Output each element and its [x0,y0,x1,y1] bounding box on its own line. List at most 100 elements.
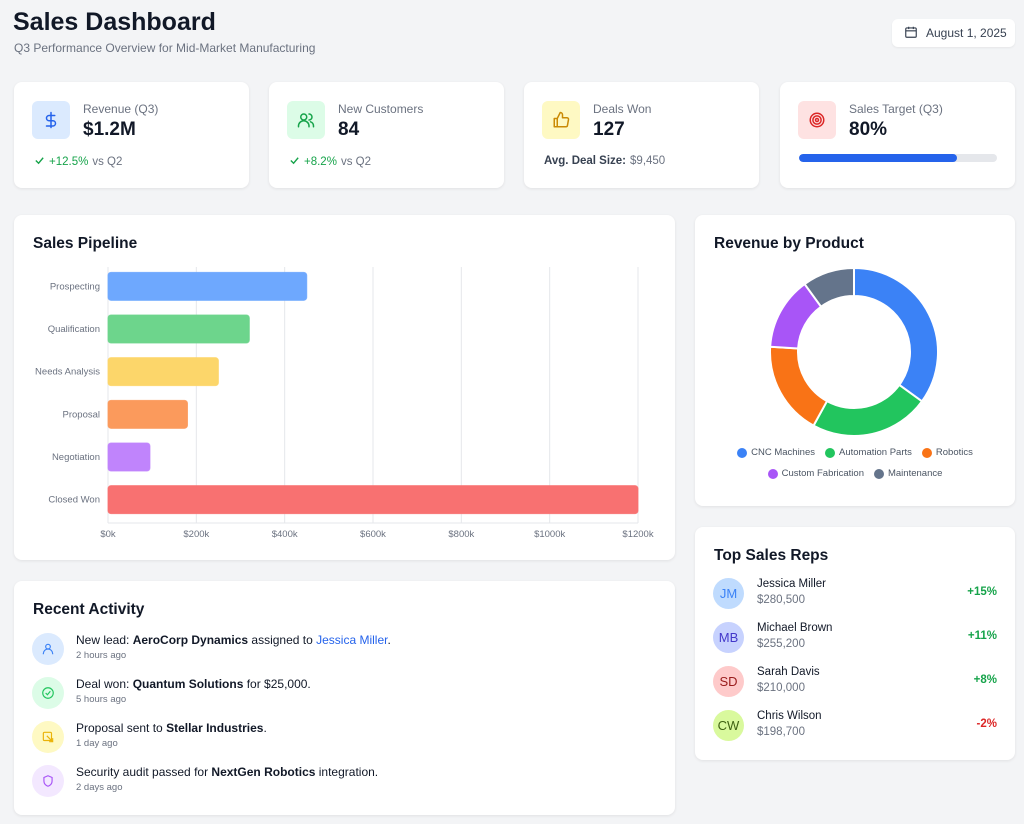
recent-activity-title: Recent Activity [33,601,145,618]
kpi-label: Sales Target (Q3) [849,102,943,116]
kpi-value: $1.2M [83,119,136,140]
date-picker-button[interactable]: August 1, 2025 [892,19,1015,47]
rep-name: Michael Brown [757,622,833,634]
sales-pipeline-title: Sales Pipeline [33,235,138,252]
activity-time: 2 days ago [76,782,123,793]
recent-activity-card: Recent Activity New lead: AeroCorp Dynam… [14,581,675,815]
rep-amount: $210,000 [757,682,805,694]
kpi-label: New Customers [338,102,424,116]
avg-deal-size-value: $9,450 [630,155,666,167]
rep-amount: $198,700 [757,726,805,738]
legend-swatch [737,447,748,458]
avg-deal-size: Avg. Deal Size: $9,450 [544,155,665,167]
rep-link[interactable]: Jessica Miller [316,633,388,647]
kpi-change-value: +8.2% [304,156,337,168]
bar-prospecting[interactable] [107,271,308,301]
legend-item: CNC Machines [737,447,815,458]
x-tick-label: $1000k [534,529,565,540]
kpi-card-new-customers: New Customers 84 +8.2% vs Q2 [269,82,504,188]
rep-amount: $280,500 [757,594,805,606]
legend-label: Robotics [935,447,973,458]
calendar-icon [904,25,918,42]
check-circle-icon [32,677,64,709]
donut-legend-row-1: CNC Machines Automation Parts Robotics [695,447,1015,458]
bar-proposal[interactable] [107,399,188,429]
kpi-label: Deals Won [593,102,652,116]
dollar-icon [32,101,70,139]
users-icon [287,101,325,139]
bar-needs-analysis[interactable] [107,357,219,387]
kpi-change-suffix: vs Q2 [340,156,371,168]
y-tick-label: Proposal [63,409,101,420]
donut-legend-row-2: Custom Fabrication Maintenance [695,468,1015,479]
y-tick-label: Negotiation [52,452,100,463]
shield-icon [32,765,64,797]
revenue-by-product-card: Revenue by Product CNC Machines Automati… [695,215,1015,506]
page-subtitle: Q3 Performance Overview for Mid-Market M… [14,41,316,55]
activity-time: 2 hours ago [76,650,127,661]
rep-amount: $255,200 [757,638,805,650]
rep-row[interactable]: MB Michael Brown $255,200 +11% [713,622,997,656]
bar-closed-won[interactable] [107,485,639,515]
user-icon [32,633,64,665]
document-send-icon [32,721,64,753]
x-tick-label: $1200k [622,529,653,540]
activity-text: Security audit passed for NextGen Roboti… [76,765,379,779]
activity-item: Deal won: Quantum Solutions for $25,000.… [32,677,652,713]
rep-name: Jessica Miller [757,578,827,590]
rep-change: +8% [973,674,997,686]
rep-row[interactable]: JM Jessica Miller $280,500 +15% [713,578,997,612]
kpi-value: 84 [338,119,360,140]
legend-swatch [825,447,836,458]
donut-slice-cnc-machines[interactable] [853,266,939,403]
check-icon [34,155,45,169]
kpi-change: +8.2% vs Q2 [289,155,371,169]
top-sales-reps-card: Top Sales Reps JM Jessica Miller $280,50… [695,527,1015,760]
x-tick-label: $200k [183,529,209,540]
legend-item: Custom Fabrication [767,468,864,479]
y-tick-label: Qualification [48,324,100,335]
legend-item: Maintenance [873,468,943,479]
x-tick-label: $400k [272,529,298,540]
activity-item: Security audit passed for NextGen Roboti… [32,765,652,801]
legend-label: Custom Fabrication [781,468,864,479]
rep-change: +11% [967,630,997,642]
rep-name: Chris Wilson [757,710,822,722]
kpi-change-suffix: vs Q2 [92,156,123,168]
x-tick-label: $800k [448,529,474,540]
bar-qualification[interactable] [107,314,250,344]
page-title: Sales Dashboard [13,8,216,36]
kpi-label: Revenue (Q3) [83,102,159,116]
legend-label: CNC Machines [751,447,816,458]
bar-negotiation[interactable] [107,442,151,472]
kpi-card-sales-target: Sales Target (Q3) 80% [780,82,1015,188]
activity-text: Deal won: Quantum Solutions for $25,000. [76,677,311,691]
top-sales-reps-title: Top Sales Reps [714,547,829,564]
kpi-value: 127 [593,119,625,140]
activity-time: 1 day ago [76,738,118,749]
legend-label: Maintenance [887,468,943,479]
x-tick-label: $0k [100,529,116,540]
activity-text: Proposal sent to Stellar Industries. [76,721,267,735]
target-progress-fill [799,154,958,162]
revenue-donut-chart [769,266,939,437]
y-tick-label: Closed Won [48,495,100,506]
donut-slice-maintenance[interactable] [803,266,855,309]
legend-swatch [921,447,932,458]
donut-slice-robotics[interactable] [769,345,829,427]
kpi-change-value: +12.5% [49,156,89,168]
activity-time: 5 hours ago [76,694,127,705]
rep-name: Sarah Davis [757,666,820,678]
activity-text: New lead: AeroCorp Dynamics assigned to … [76,633,391,647]
rep-row[interactable]: SD Sarah Davis $210,000 +8% [713,666,997,700]
kpi-card-deals-won: Deals Won 127 Avg. Deal Size: $9,450 [524,82,759,188]
donut-slice-automation-parts[interactable] [812,383,924,437]
kpi-value: 80% [849,119,888,140]
x-tick-label: $600k [360,529,386,540]
kpi-change: +12.5% vs Q2 [34,155,122,169]
avatar: SD [713,666,744,697]
legend-swatch [767,468,778,479]
rep-change: -2% [976,718,997,730]
legend-label: Automation Parts [839,447,912,458]
rep-row[interactable]: CW Chris Wilson $198,700 -2% [713,710,997,744]
